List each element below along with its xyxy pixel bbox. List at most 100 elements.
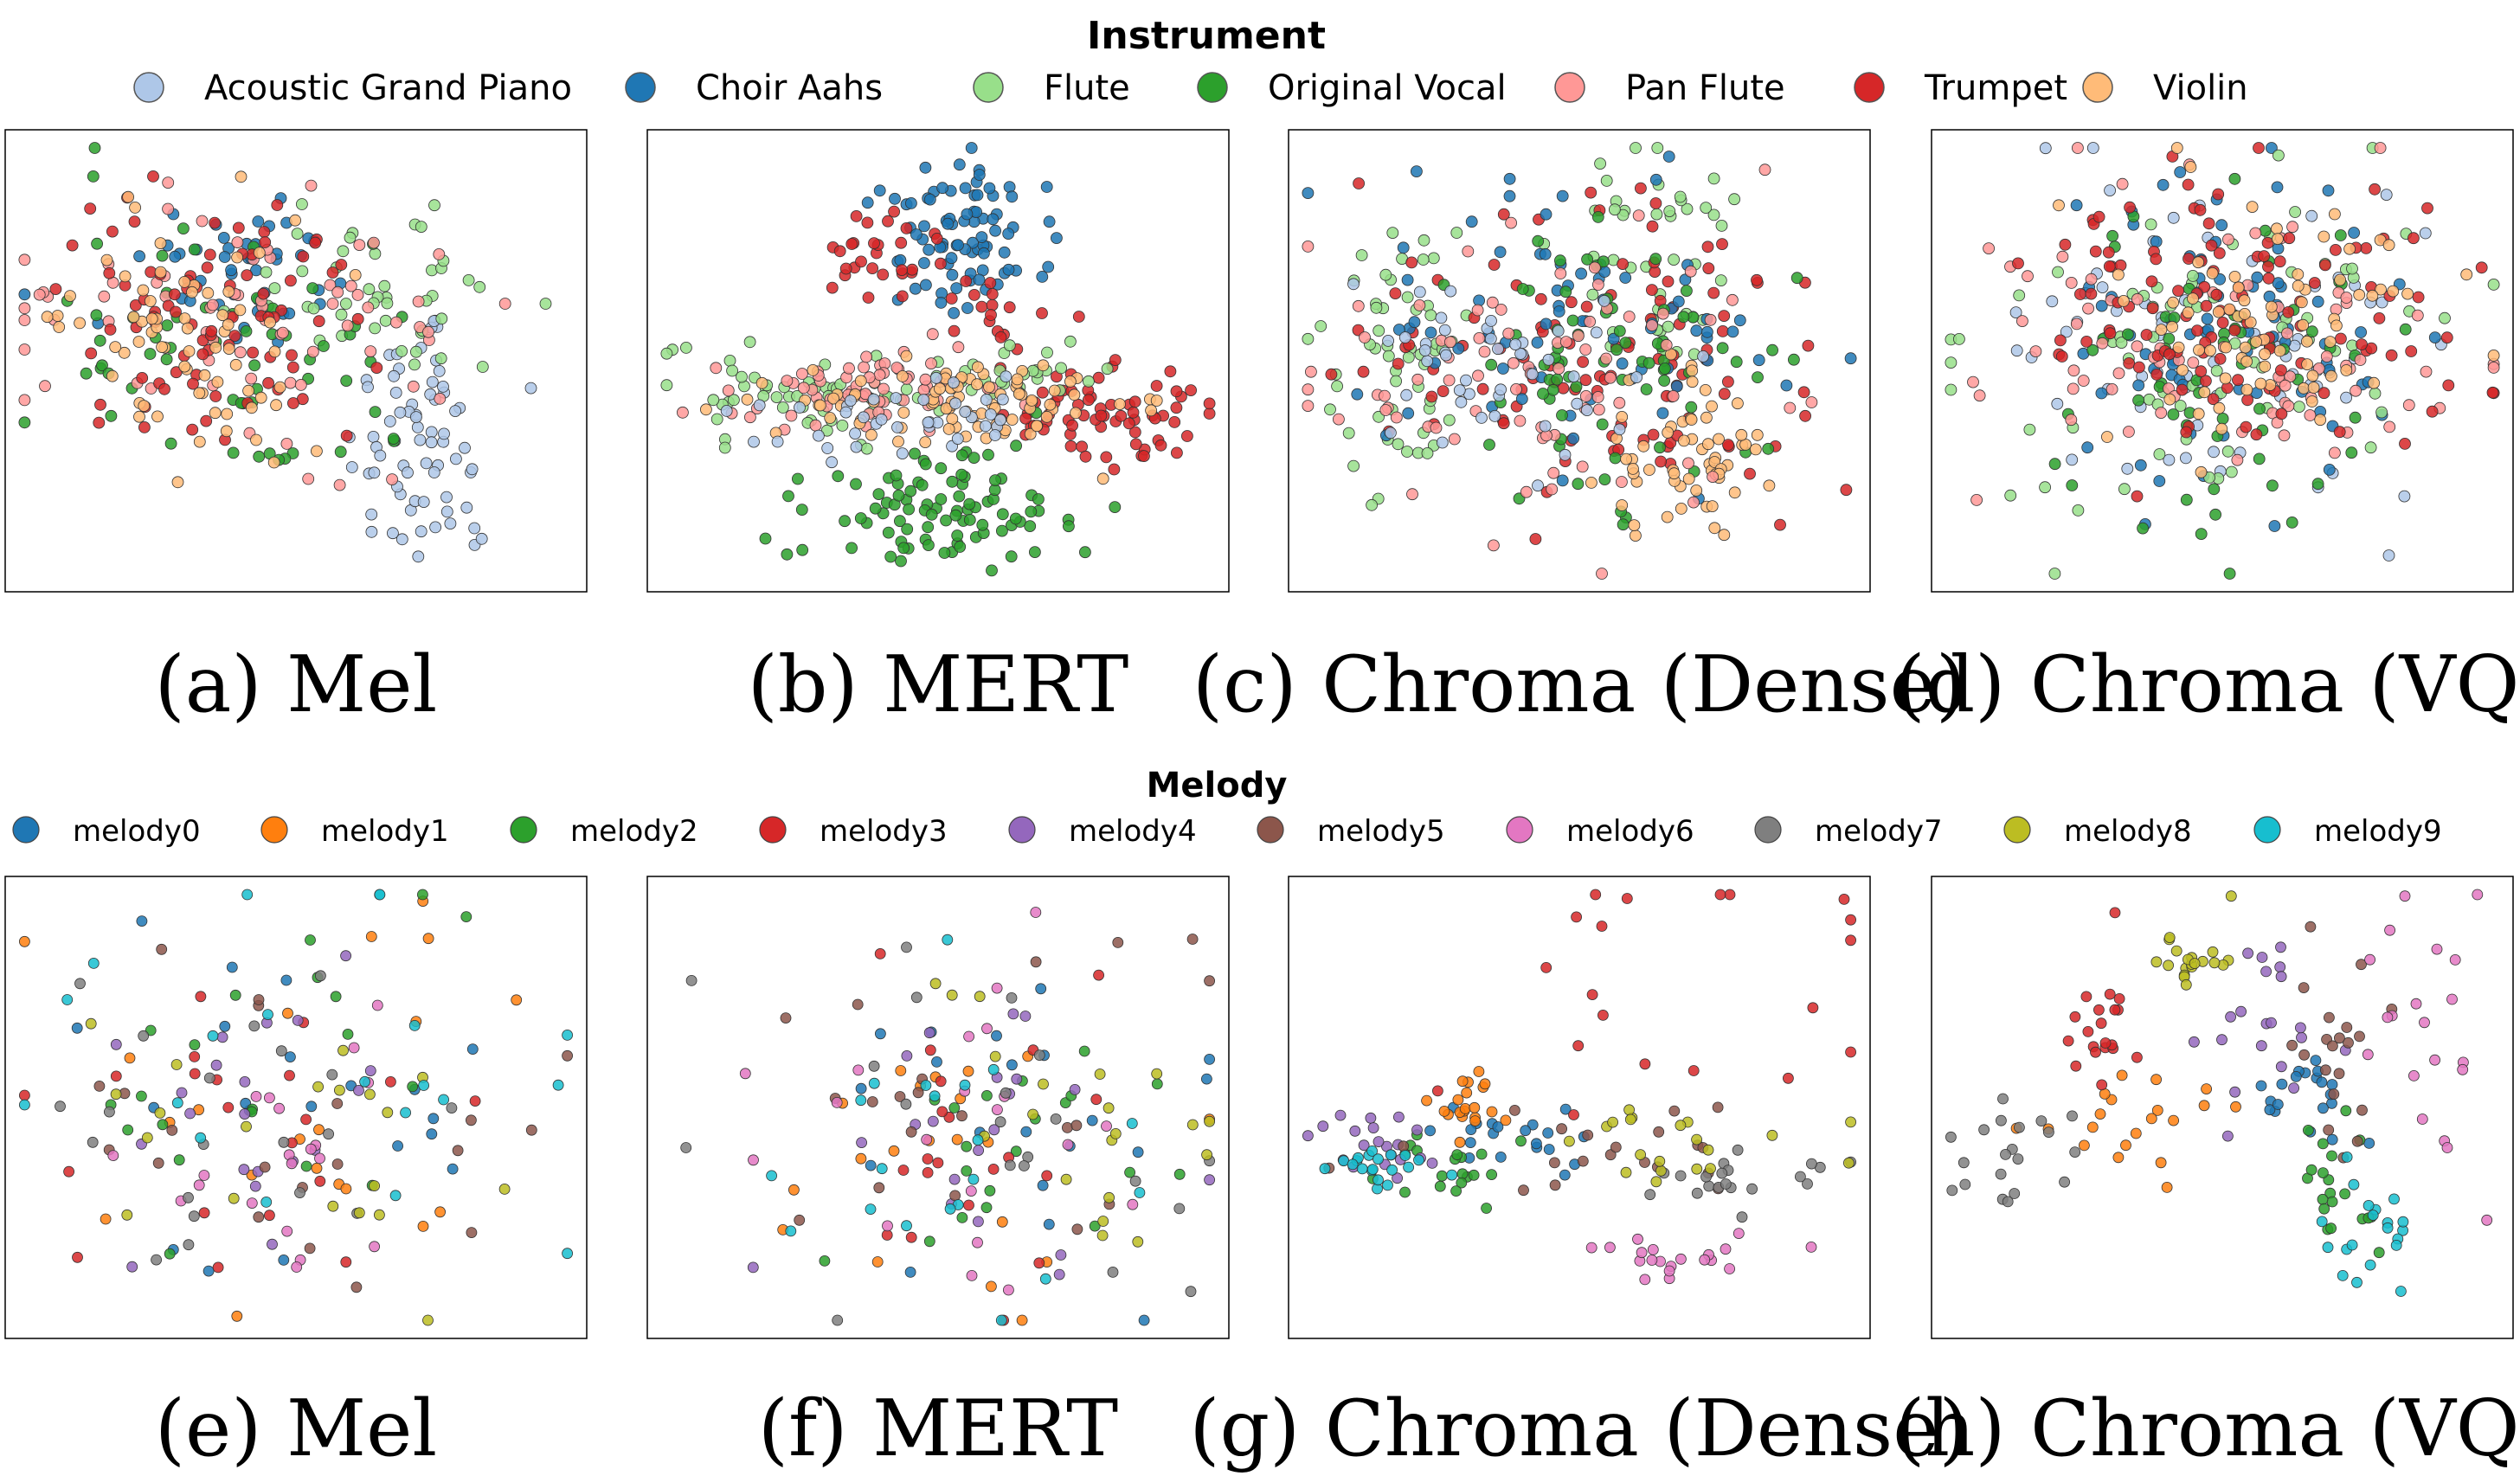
point-acoustic-grand-piano	[1495, 383, 1507, 396]
point-melody6	[369, 1241, 381, 1253]
point-original-vocal	[248, 359, 261, 372]
point-original-vocal	[2208, 483, 2221, 496]
point-pan-flute	[39, 380, 51, 393]
point-flute	[2210, 364, 2223, 377]
point-violin	[1643, 464, 1655, 476]
scatter-panel-b-mert: (b) MERT	[646, 129, 1230, 730]
point-trumpet	[351, 312, 364, 325]
point-pan-flute	[1589, 261, 1601, 274]
point-melody1	[888, 1145, 900, 1157]
point-violin	[1145, 404, 1157, 417]
point-trumpet	[1497, 417, 1510, 430]
point-melody4	[267, 1238, 278, 1250]
point-melody4	[2216, 1034, 2228, 1046]
point-melody6	[1724, 1263, 1735, 1274]
point-original-vocal	[955, 449, 968, 462]
point-acoustic-grand-piano	[980, 420, 992, 433]
point-flute	[291, 228, 304, 241]
point-trumpet	[2273, 255, 2286, 268]
point-melody4	[1365, 1112, 1377, 1124]
point-choir-aahs	[1465, 215, 1478, 228]
point-pan-flute	[326, 298, 339, 310]
point-trumpet	[2262, 260, 2274, 273]
point-melody8	[1109, 1128, 1122, 1139]
point-melody5	[2286, 1039, 2298, 1051]
point-melody5	[2341, 1022, 2353, 1033]
point-pan-flute	[1379, 389, 1391, 402]
point-trumpet	[2232, 374, 2244, 387]
point-melody9	[1446, 1169, 1458, 1181]
point-trumpet	[1722, 439, 1734, 451]
point-pan-flute	[1667, 389, 1680, 402]
point-melody6	[198, 1170, 210, 1181]
point-melody4	[1358, 1139, 1370, 1152]
point-melody5	[2356, 1104, 2368, 1116]
point-violin	[897, 369, 909, 382]
point-melody1	[855, 1152, 867, 1165]
point-trumpet	[1389, 287, 1402, 300]
point-trumpet	[1129, 438, 1142, 451]
point-melody8	[1204, 1115, 1215, 1127]
point-violin	[1699, 383, 1712, 396]
point-melody2	[1173, 1168, 1186, 1180]
point-violin	[106, 369, 119, 382]
point-melody9	[2382, 1222, 2394, 1234]
point-melody4	[1367, 1122, 1379, 1133]
point-pan-flute	[952, 341, 965, 354]
point-violin	[2328, 208, 2341, 221]
point-violin	[865, 428, 878, 441]
point-melody3	[924, 1044, 936, 1056]
scatter-panel-c-chroma-dense: (c) Chroma (Dense)	[1192, 129, 1966, 730]
point-melody7	[1946, 1184, 1958, 1197]
point-melody3	[1590, 889, 1602, 901]
point-melody5	[780, 1012, 792, 1024]
point-acoustic-grand-piano	[1453, 384, 1466, 397]
point-original-vocal	[80, 367, 93, 380]
point-acoustic-grand-piano	[383, 415, 396, 427]
point-trumpet	[861, 216, 874, 229]
point-violin	[1700, 411, 1713, 424]
point-original-vocal	[759, 532, 772, 545]
point-melody7	[55, 1101, 66, 1113]
legend-label: Choir Aahs	[696, 68, 883, 108]
point-melody8	[989, 1050, 1001, 1062]
point-violin	[1713, 433, 1725, 446]
point-choir-aahs	[1539, 247, 1552, 260]
point-trumpet	[2191, 324, 2204, 337]
point-original-vocal	[188, 243, 201, 256]
point-original-vocal	[90, 309, 103, 322]
point-pan-flute	[1616, 476, 1628, 488]
point-original-vocal	[1617, 518, 1630, 531]
point-trumpet	[1164, 365, 1177, 378]
point-pan-flute	[162, 202, 175, 215]
point-trumpet	[1168, 415, 1181, 428]
point-choir-aahs	[1452, 342, 1465, 355]
plot-frame	[1288, 876, 1871, 1339]
point-pan-flute	[1707, 471, 1719, 483]
point-original-vocal	[850, 478, 862, 491]
scatter-points	[18, 142, 552, 563]
point-violin	[53, 321, 66, 333]
point-pan-flute	[1444, 336, 1456, 349]
point-acoustic-grand-piano	[2066, 453, 2079, 466]
point-violin	[289, 214, 302, 227]
point-violin	[971, 378, 983, 391]
point-flute	[736, 370, 748, 383]
point-trumpet	[826, 281, 839, 294]
point-melody8	[110, 1088, 122, 1101]
point-melody7	[2002, 1196, 2014, 1208]
point-pan-flute	[324, 279, 337, 292]
point-acoustic-grand-piano	[412, 550, 425, 563]
point-trumpet	[1701, 241, 1714, 253]
point-original-vocal	[953, 490, 966, 503]
point-pan-flute	[1559, 336, 1572, 349]
point-melody0	[284, 1051, 296, 1062]
point-flute	[2153, 448, 2166, 460]
point-pan-flute	[1591, 391, 1604, 403]
point-violin	[2053, 199, 2065, 212]
point-violin	[2198, 386, 2211, 399]
point-violin	[1068, 388, 1081, 401]
point-melody1	[871, 1256, 884, 1267]
point-melody4	[2294, 1022, 2306, 1034]
point-violin	[2220, 341, 2233, 354]
